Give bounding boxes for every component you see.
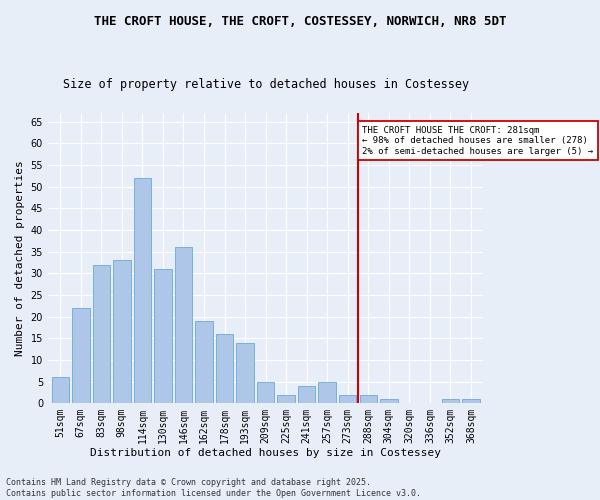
Bar bbox=[257, 382, 274, 403]
X-axis label: Distribution of detached houses by size in Costessey: Distribution of detached houses by size … bbox=[90, 448, 441, 458]
Bar bbox=[216, 334, 233, 403]
Bar bbox=[195, 321, 213, 403]
Bar bbox=[380, 399, 398, 403]
Bar bbox=[113, 260, 131, 403]
Bar bbox=[52, 377, 69, 403]
Bar bbox=[298, 386, 316, 403]
Text: THE CROFT HOUSE, THE CROFT, COSTESSEY, NORWICH, NR8 5DT: THE CROFT HOUSE, THE CROFT, COSTESSEY, N… bbox=[94, 15, 506, 28]
Bar bbox=[442, 399, 459, 403]
Bar bbox=[175, 248, 192, 403]
Bar bbox=[339, 394, 356, 403]
Title: Size of property relative to detached houses in Costessey: Size of property relative to detached ho… bbox=[62, 78, 469, 91]
Y-axis label: Number of detached properties: Number of detached properties bbox=[15, 160, 25, 356]
Bar bbox=[92, 264, 110, 403]
Bar bbox=[154, 269, 172, 403]
Bar bbox=[319, 382, 336, 403]
Bar bbox=[236, 342, 254, 403]
Bar bbox=[72, 308, 89, 403]
Text: THE CROFT HOUSE THE CROFT: 281sqm
← 98% of detached houses are smaller (278)
2% : THE CROFT HOUSE THE CROFT: 281sqm ← 98% … bbox=[362, 126, 593, 156]
Bar bbox=[462, 399, 479, 403]
Bar bbox=[359, 394, 377, 403]
Bar bbox=[134, 178, 151, 403]
Bar bbox=[277, 394, 295, 403]
Text: Contains HM Land Registry data © Crown copyright and database right 2025.
Contai: Contains HM Land Registry data © Crown c… bbox=[6, 478, 421, 498]
